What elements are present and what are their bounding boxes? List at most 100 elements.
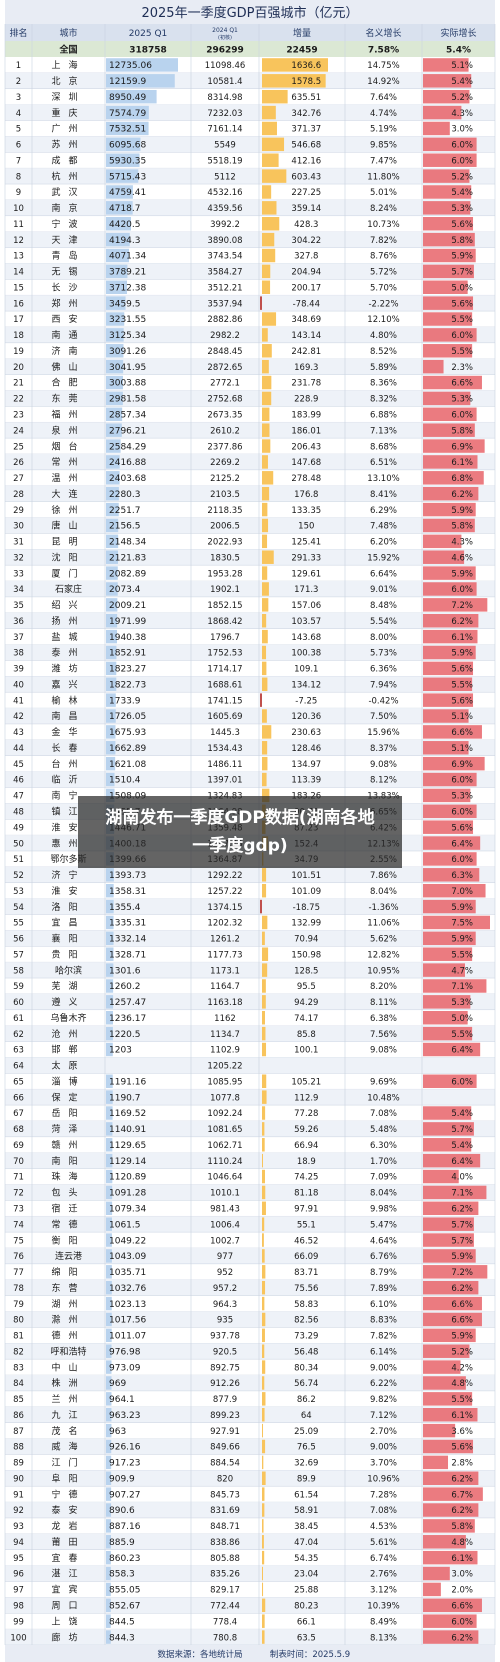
increase-bar [262,1360,266,1374]
rank-cell: 40 [13,680,24,690]
gdp-bar [106,1535,112,1549]
gdp-2025-cell: 1328.71 [109,950,146,960]
increase-bar [262,1185,266,1200]
gdp-bar [106,1153,113,1168]
nominal-growth-cell: 7.08% [370,1109,397,1119]
growth-bar [423,756,485,771]
rank-cell: 97 [13,1586,24,1596]
increase-bar [262,1296,265,1311]
rank-cell: 67 [13,1109,24,1119]
gdp-bar [106,1360,112,1374]
row-shade [5,1216,495,1233]
nominal-growth-cell: 7.08% [370,1506,397,1516]
gdp-2025-cell: 1822.73 [109,680,146,690]
city-cell: 广州 [51,123,85,135]
real-growth-cell: 6.4% [451,1046,473,1056]
gdp-2025-cell: 1129.14 [109,1157,146,1167]
city-cell: 淮安 [51,885,85,897]
increase-bar [262,1026,266,1041]
rank-cell: 72 [13,1189,24,1199]
row-shade [5,358,495,375]
gdp-bar [106,598,118,612]
rank-cell: 42 [13,712,24,722]
real-growth-cell: 6.4% [451,1157,473,1167]
gdp-bar [106,359,124,374]
rank-cell: 98 [13,1602,24,1612]
city-cell: 江门 [51,1457,85,1469]
rank-cell: 14 [13,268,24,278]
city-cell: 昆明 [51,537,85,548]
growth-bar [423,169,470,183]
gdp-2024-cell: 1953.28 [207,569,242,579]
gdp-2024-cell: 884.54 [210,1459,240,1469]
growth-bar [423,693,474,707]
growth-bar [423,1550,478,1565]
gdp-bar [106,264,128,279]
city-cell: 兰州 [51,1393,85,1405]
national-nominal-growth: 7.58% [368,46,399,56]
gdp-2024-cell: 1162 [214,1014,236,1024]
nominal-growth-cell: 10.48% [367,1093,399,1103]
growth-bar [423,471,484,485]
city-cell: 长沙 [51,281,85,293]
gdp-2024-cell: 1062.71 [207,1141,242,1151]
rank-cell: 82 [13,1347,24,1357]
city-cell: 济南 [51,345,85,357]
gdp-2024-cell: 1002.7 [210,1236,240,1246]
gdp-2024-cell: 1261.2 [210,935,240,945]
gdp-2024-cell: 2022.93 [207,538,242,548]
city-cell: 太原 [51,1060,85,1072]
gdp-2025-cell: 5715.43 [109,172,146,182]
gdp-2025-cell: 1823.27 [109,665,146,675]
growth-bar [423,1360,461,1374]
nominal-growth-cell: 8.79% [370,1268,397,1278]
real-growth-cell: 7.2% [451,601,473,611]
real-growth-cell: 5.7% [451,268,473,278]
real-growth-cell: 6.2% [451,617,473,627]
increase-cell: 66.94 [294,1141,318,1151]
city-cell: 金华 [51,726,85,738]
increase-bar [262,455,268,469]
increase-cell: 157.06 [291,601,321,611]
gdp-2024-cell: 778.4 [213,1617,237,1627]
city-cell: 宁德 [51,1488,85,1500]
city-cell: 无锡 [51,267,85,278]
growth-bar [423,1408,478,1422]
city-cell: 临沂 [51,774,85,786]
row-shade [5,295,495,312]
nominal-growth-cell: 8.20% [370,982,397,992]
rank-cell: 55 [13,919,24,929]
gdp-2025-cell: 1049.22 [109,1236,146,1246]
real-growth-cell: 5.3% [451,204,473,214]
row-shade [5,930,495,947]
real-growth-cell: 2.3% [451,363,473,373]
rank-cell: 23 [13,411,24,421]
gdp-bar [106,1408,112,1422]
city-cell: 潍坊 [51,663,85,675]
gdp-bar [106,1106,113,1120]
rank-cell: 1 [16,61,21,71]
row-shade [5,1565,495,1582]
city-cell: 哈尔滨 [55,964,82,976]
gdp-2025-cell: 1358.31 [109,887,146,897]
gdp-2025-cell: 1043.09 [109,1252,146,1262]
real-growth-cell: 4.3% [451,538,473,548]
city-cell: 佛山 [51,361,85,373]
nominal-growth-cell: 9.01% [370,585,397,595]
gdp-bar [106,1423,112,1438]
growth-bar [423,1074,477,1088]
city-cell: 天津 [51,235,85,246]
row-shade [5,1311,495,1328]
city-cell: 郑州 [51,297,85,309]
increase-cell: 74.17 [294,1014,318,1024]
gdp-bar [106,344,124,358]
increase-cell: 176.8 [294,490,318,500]
increase-bar [262,1439,266,1454]
increase-bar [262,264,271,279]
gdp-bar [106,248,130,263]
rank-cell: 29 [13,506,24,516]
rank-cell: 79 [13,1300,24,1310]
growth-bar [423,582,477,596]
gdp-2024-cell: 1796.7 [210,633,240,643]
growth-bar [423,598,488,612]
